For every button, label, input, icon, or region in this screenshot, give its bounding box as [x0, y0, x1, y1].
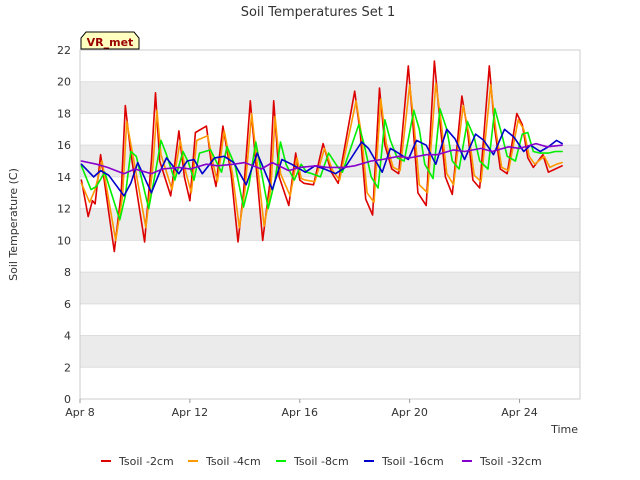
- y-tick-label: 10: [57, 234, 71, 247]
- legend-label: Tsoil -2cm: [118, 455, 174, 468]
- plot-band: [80, 81, 580, 114]
- legend: Tsoil -2cm Tsoil -4cm Tsoil -8cm Tsoil -16c…: [101, 455, 542, 468]
- y-tick-label: 22: [57, 44, 71, 57]
- y-tick-label: 4: [64, 330, 71, 343]
- y-tick-label: 16: [57, 139, 71, 152]
- y-tick-label: 6: [64, 298, 71, 311]
- plot-frame: [79, 49, 581, 400]
- series-line-tsoil-2cm: [80, 60, 563, 253]
- y-tick-label: 12: [57, 203, 71, 216]
- plot-band: [80, 272, 580, 304]
- series-line-tsoil-4cm: [80, 82, 563, 242]
- badge-label: VR_met: [87, 36, 134, 49]
- x-tick-label: Apr 12: [172, 406, 209, 419]
- legend-item: Tsoil -8cm: [276, 455, 349, 468]
- x-tick-label: Apr 20: [391, 406, 428, 419]
- y-tick-label: 8: [64, 266, 71, 279]
- x-tick-label: Apr 16: [282, 406, 319, 419]
- y-tick-label: 20: [57, 76, 71, 89]
- legend-item: Tsoil -2cm: [101, 455, 174, 468]
- y-tick-label: 18: [57, 107, 71, 120]
- legend-item: Tsoil -32cm: [462, 455, 542, 468]
- legend-item: Tsoil -16cm: [364, 455, 444, 468]
- x-axis-ticks: Apr 8 Apr 12 Apr 16 Apr 20 Apr 24: [65, 399, 538, 419]
- badge-shape: [80, 31, 140, 50]
- series-line-tsoil-32cm: [80, 142, 563, 175]
- series-lines: [80, 60, 563, 253]
- y-axis-label: Soil Temperature (C): [7, 168, 20, 281]
- vr-met-badge: VR_met: [80, 31, 140, 50]
- plot-band: [80, 335, 580, 368]
- plot-band: [80, 208, 580, 241]
- x-tick-label: Apr 24: [501, 406, 538, 419]
- y-tick-label: 2: [64, 361, 71, 374]
- y-axis-ticks: 0 2 4 6 8 10 12 14 16 18 20 22: [57, 44, 71, 406]
- x-tick-label: Apr 8: [65, 406, 95, 419]
- legend-item: Tsoil -4cm: [188, 455, 261, 468]
- legend-label: Tsoil -32cm: [479, 455, 542, 468]
- legend-label: Tsoil -4cm: [205, 455, 261, 468]
- legend-label: Tsoil -8cm: [293, 455, 349, 468]
- x-axis-label: Time: [550, 423, 578, 436]
- y-tick-label: 14: [57, 171, 71, 184]
- chart-title: Soil Temperatures Set 1: [241, 5, 396, 20]
- y-tick-label: 0: [64, 393, 71, 406]
- legend-label: Tsoil -16cm: [381, 455, 444, 468]
